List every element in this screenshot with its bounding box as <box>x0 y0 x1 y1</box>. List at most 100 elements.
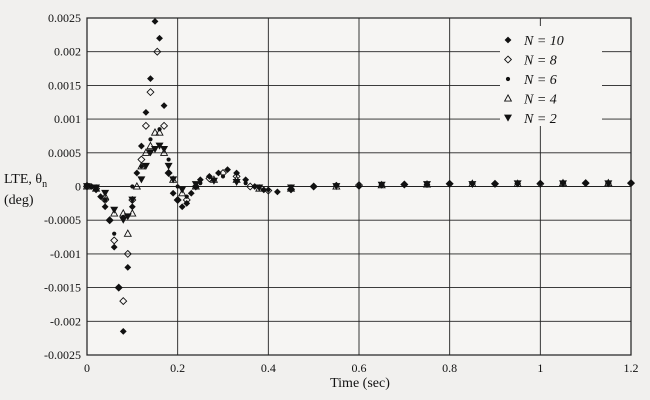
data-point <box>110 243 118 251</box>
legend-label: N = 2 <box>523 112 557 127</box>
x-tick-label: 1.2 <box>624 361 639 375</box>
data-point <box>150 128 160 136</box>
data-point <box>191 181 200 189</box>
legend-label: N = 10 <box>523 34 564 49</box>
y-tick-label: 0 <box>75 180 81 194</box>
data-point <box>137 161 146 170</box>
data-point <box>160 121 169 130</box>
data-point <box>146 149 155 157</box>
data-point <box>175 184 180 189</box>
data-point <box>402 182 407 187</box>
data-point <box>169 189 177 197</box>
x-tick-label: 0.2 <box>170 361 185 375</box>
data-point <box>164 162 173 170</box>
x-tick-label: 1 <box>537 361 543 375</box>
legend-label: N = 6 <box>523 73 557 88</box>
legend-label: N = 8 <box>523 54 557 69</box>
data-point <box>101 203 109 211</box>
data-point <box>274 188 281 196</box>
data-point <box>242 176 250 184</box>
data-point <box>83 183 91 191</box>
data-point <box>141 162 150 170</box>
data-point <box>169 176 178 184</box>
data-point <box>142 108 150 116</box>
data-point <box>128 196 137 204</box>
data-point <box>243 181 248 186</box>
data-point <box>536 179 545 188</box>
data-point <box>92 184 101 192</box>
data-point <box>97 193 104 201</box>
data-point <box>191 182 200 191</box>
x-tick-label: 0.8 <box>442 361 457 375</box>
data-point <box>423 181 431 189</box>
data-point <box>137 176 146 184</box>
data-point <box>141 148 151 156</box>
data-point <box>128 208 137 217</box>
data-point <box>141 121 150 130</box>
data-point <box>178 188 187 197</box>
legend-marker <box>503 55 513 64</box>
data-point <box>287 184 295 192</box>
data-point <box>198 181 203 186</box>
legend-marker <box>505 76 511 82</box>
data-point <box>147 75 154 83</box>
data-point <box>123 229 132 237</box>
y-tick-label: 0.0025 <box>48 11 81 25</box>
data-point <box>332 183 341 191</box>
data-point <box>164 168 173 178</box>
data-point <box>159 148 169 156</box>
y-axis-label: LTE, θn (deg) <box>4 172 60 209</box>
data-point <box>224 166 231 174</box>
data-point <box>286 185 296 194</box>
data-point <box>119 216 128 224</box>
data-point <box>356 183 362 188</box>
data-point <box>583 181 588 186</box>
data-point <box>264 186 273 195</box>
data-point <box>309 182 318 191</box>
data-point <box>160 146 169 154</box>
data-point <box>156 34 163 42</box>
data-point <box>151 17 159 25</box>
data-point <box>178 203 186 211</box>
x-tick-label: 0 <box>84 361 90 375</box>
y-tick-label: 0.0015 <box>48 78 81 92</box>
data-point <box>110 208 119 217</box>
legend-label: N = 4 <box>523 93 557 108</box>
data-point <box>110 206 119 214</box>
data-point <box>209 177 218 185</box>
data-point <box>173 195 182 205</box>
data-point <box>153 47 162 56</box>
legend-box <box>500 26 602 126</box>
legend-marker <box>504 36 512 44</box>
data-point <box>119 297 128 306</box>
data-point <box>88 183 95 190</box>
legend-marker <box>504 114 512 122</box>
y-tick-label: -0.0025 <box>44 348 81 362</box>
y-axis-label-line2: (deg) <box>4 192 34 208</box>
data-point <box>206 172 213 180</box>
data-point <box>400 180 409 189</box>
y-tick-label: -0.002 <box>50 314 81 328</box>
data-point <box>124 263 132 271</box>
data-point <box>626 179 636 188</box>
data-point <box>182 195 191 205</box>
data-point <box>100 192 110 200</box>
data-point <box>132 181 142 190</box>
data-point <box>110 236 119 245</box>
data-point <box>205 174 214 183</box>
x-tick-label: 0.6 <box>352 361 367 375</box>
data-point <box>559 180 567 188</box>
data-point <box>246 182 255 191</box>
data-point <box>103 197 108 203</box>
data-point <box>155 142 164 150</box>
x-tick-label: 0.4 <box>261 361 276 375</box>
data-point <box>112 231 117 236</box>
data-point <box>123 213 132 221</box>
data-point <box>128 203 136 211</box>
data-points <box>82 17 636 335</box>
y-tick-label: 0.001 <box>54 112 81 126</box>
y-tick-label: -0.0005 <box>44 213 81 227</box>
y-tick-label: 0.002 <box>54 45 81 59</box>
data-point <box>166 157 171 162</box>
data-point <box>187 189 195 197</box>
